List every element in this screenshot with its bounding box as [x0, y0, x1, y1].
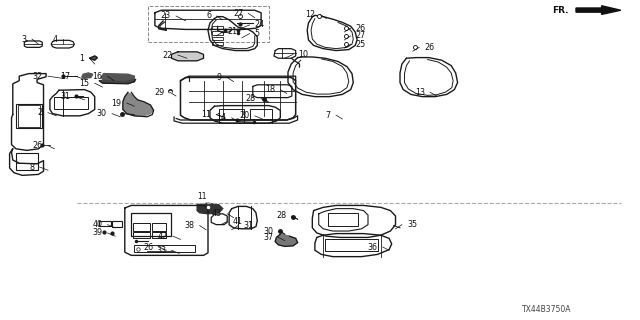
- Text: 1: 1: [79, 54, 84, 63]
- Bar: [219, 109, 244, 119]
- Polygon shape: [576, 6, 621, 14]
- Text: 11: 11: [197, 192, 206, 201]
- Text: 31: 31: [60, 92, 70, 101]
- Text: 6: 6: [206, 12, 211, 20]
- Text: 23: 23: [161, 12, 171, 20]
- Bar: [152, 223, 166, 231]
- Text: 21: 21: [228, 28, 238, 36]
- Text: 38: 38: [184, 221, 195, 230]
- Text: 12: 12: [305, 10, 315, 19]
- Text: 36: 36: [367, 243, 378, 252]
- Text: 26: 26: [33, 141, 43, 150]
- Text: 11: 11: [201, 110, 211, 119]
- Text: 25: 25: [356, 40, 366, 49]
- Text: 35: 35: [407, 220, 417, 229]
- Text: 24: 24: [255, 20, 265, 29]
- Polygon shape: [90, 56, 97, 60]
- Bar: [250, 109, 272, 119]
- Text: TX44B3750A: TX44B3750A: [522, 305, 572, 314]
- Polygon shape: [275, 234, 298, 246]
- Text: 26: 26: [143, 243, 154, 252]
- Bar: [212, 26, 223, 29]
- Text: 27: 27: [356, 31, 366, 40]
- Bar: [134, 245, 195, 252]
- Bar: [131, 213, 171, 236]
- Text: 2: 2: [38, 108, 43, 117]
- Text: 16: 16: [92, 72, 102, 81]
- Text: 28: 28: [246, 94, 256, 103]
- Bar: [16, 104, 42, 128]
- Text: 33: 33: [156, 246, 166, 255]
- Polygon shape: [99, 79, 134, 83]
- Bar: [112, 221, 122, 227]
- Text: 10: 10: [298, 50, 308, 59]
- Bar: [16, 153, 38, 170]
- Text: 43: 43: [212, 209, 222, 218]
- Text: 4: 4: [52, 35, 58, 44]
- Text: 7: 7: [326, 111, 331, 120]
- Text: 42: 42: [157, 232, 168, 241]
- Bar: [212, 31, 223, 35]
- Text: 29: 29: [154, 88, 164, 97]
- Text: 15: 15: [79, 79, 90, 88]
- Text: 3: 3: [22, 35, 27, 44]
- Bar: [328, 213, 358, 226]
- Bar: [325, 239, 378, 251]
- Text: 19: 19: [111, 99, 122, 108]
- Text: 18: 18: [265, 85, 275, 94]
- Text: 20: 20: [239, 111, 250, 120]
- Bar: [54, 97, 88, 109]
- Text: 31: 31: [243, 221, 253, 230]
- Text: 39: 39: [92, 228, 102, 237]
- Bar: [148, 6, 269, 42]
- Text: 26: 26: [356, 24, 366, 33]
- Bar: [133, 232, 150, 238]
- Text: 37: 37: [263, 233, 273, 242]
- Bar: [99, 221, 111, 226]
- Text: 32: 32: [33, 72, 43, 81]
- Bar: [18, 105, 40, 127]
- Text: 28: 28: [276, 212, 286, 220]
- Text: 13: 13: [415, 88, 425, 97]
- Bar: [212, 42, 223, 45]
- Text: 17: 17: [60, 72, 70, 81]
- Text: 30: 30: [263, 227, 273, 236]
- Text: 8: 8: [29, 163, 35, 172]
- Text: 40: 40: [92, 220, 102, 229]
- Text: 30: 30: [97, 109, 107, 118]
- Bar: [152, 232, 166, 238]
- Text: 41: 41: [232, 217, 243, 226]
- Bar: [212, 37, 223, 40]
- Bar: [133, 223, 150, 231]
- Polygon shape: [82, 73, 93, 78]
- Text: FR.: FR.: [552, 6, 568, 15]
- Polygon shape: [197, 203, 223, 214]
- Text: 14: 14: [216, 113, 227, 122]
- Text: 5: 5: [255, 29, 260, 38]
- Text: 26: 26: [424, 43, 435, 52]
- Text: 27: 27: [233, 9, 243, 18]
- Text: 22: 22: [163, 51, 173, 60]
- Text: 9: 9: [217, 73, 222, 82]
- Polygon shape: [123, 93, 154, 116]
- Polygon shape: [101, 74, 134, 82]
- Polygon shape: [172, 52, 204, 61]
